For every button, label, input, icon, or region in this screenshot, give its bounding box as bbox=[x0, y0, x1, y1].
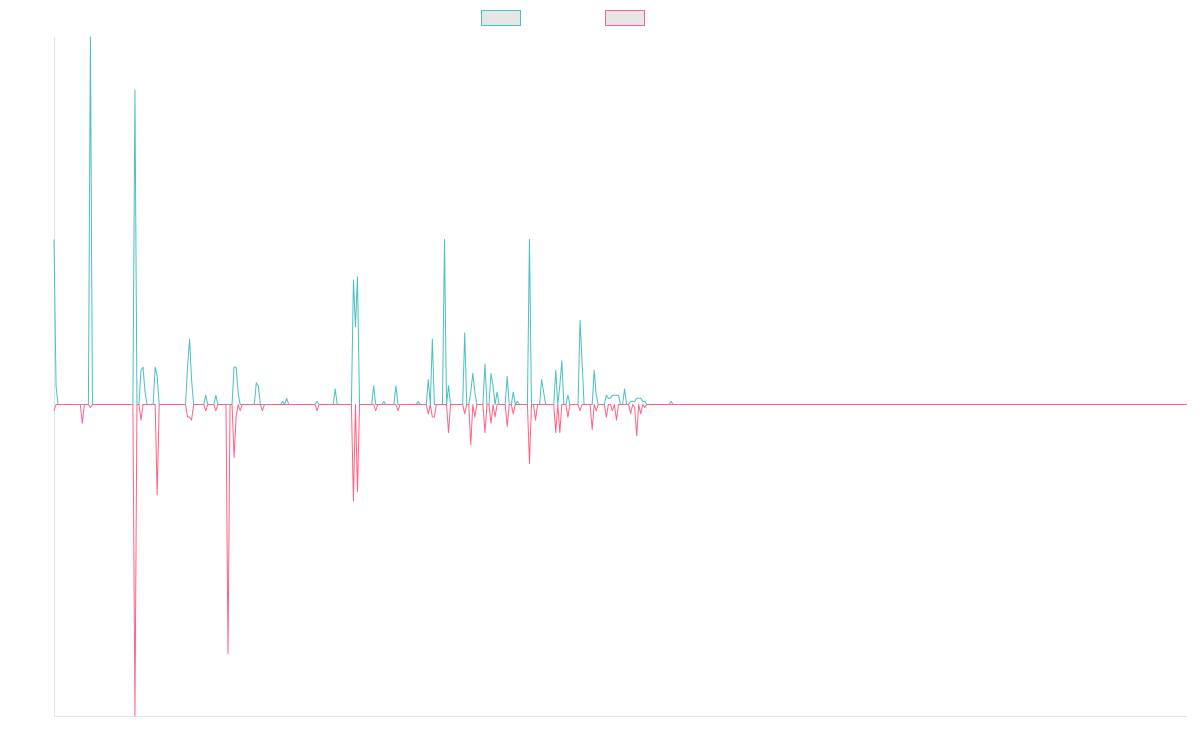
series-line-1 bbox=[53, 36, 1187, 406]
legend-swatch-1 bbox=[481, 10, 521, 26]
series-line-2 bbox=[53, 404, 1187, 717]
legend-swatch-2 bbox=[605, 10, 645, 26]
